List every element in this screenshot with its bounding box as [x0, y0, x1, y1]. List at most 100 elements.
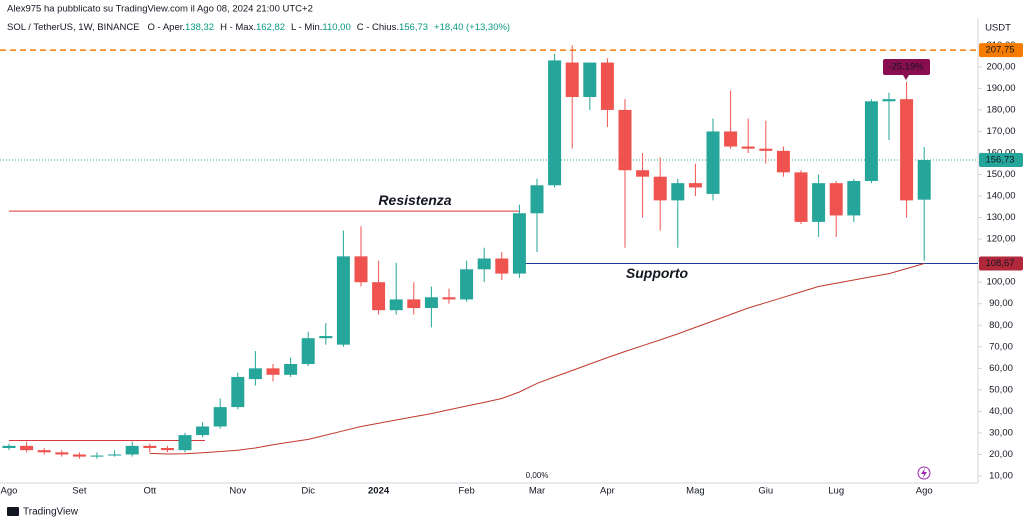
x-tick-label: Dic — [301, 486, 315, 497]
candle-body — [812, 183, 826, 222]
level-text: Resistenza — [378, 192, 451, 208]
symbol: SOL / TetherUS, 1W, BINANCE — [7, 22, 140, 33]
candle-body — [759, 148, 773, 151]
ohlc-value: 162,82 — [256, 22, 285, 33]
x-tick-label: Lug — [828, 486, 844, 497]
candle-body — [794, 172, 808, 222]
y-tick-label: 140,00 — [986, 191, 1015, 202]
ohlc-value: 110,00 — [322, 22, 350, 33]
candle-body — [512, 213, 526, 274]
candle-body — [776, 150, 790, 173]
candle-body — [583, 62, 597, 98]
candle-body — [917, 160, 931, 200]
y-tick-label: 70,00 — [989, 341, 1013, 352]
candle-body — [424, 297, 438, 309]
candle-body — [688, 183, 702, 188]
annotation: 0,00% — [526, 471, 549, 480]
ohlc-label: L - Min. — [291, 22, 322, 33]
price-label: 207,75 — [985, 45, 1014, 56]
candle-body — [618, 109, 632, 171]
x-tick-label: Ago — [1, 486, 18, 497]
symbol-line: SOL / TetherUS, 1W, BINANCE O - Aper.138,… — [7, 22, 510, 33]
candle-body — [407, 299, 421, 309]
y-tick-label: 150,00 — [986, 169, 1015, 180]
candle-body — [724, 131, 738, 147]
event-icon — [917, 466, 931, 480]
candle-body — [72, 454, 86, 457]
x-tick-label: Giu — [758, 486, 773, 497]
candle-body — [389, 299, 403, 311]
y-tick-label: 40,00 — [989, 406, 1013, 417]
candle-body — [882, 99, 896, 102]
x-tick-label: Ago — [916, 486, 933, 497]
candle-body — [266, 368, 280, 375]
footer-logo: TradingView — [7, 507, 79, 518]
candle-body — [741, 146, 755, 149]
y-tick-label: 30,00 — [989, 427, 1013, 438]
candle-body — [2, 445, 16, 449]
candle-body — [20, 445, 34, 451]
y-tick-label: 10,00 — [989, 471, 1013, 482]
candle-body — [565, 62, 579, 98]
y-tick-label: 180,00 — [986, 104, 1015, 115]
candle-body — [319, 336, 333, 339]
candle-body — [706, 131, 720, 194]
candle-body — [900, 99, 914, 201]
y-tick-label: 160,00 — [986, 148, 1015, 159]
candle-body — [847, 180, 861, 216]
currency: USDT — [985, 23, 1011, 34]
candle-body — [530, 185, 544, 214]
annotation: -25.19% — [888, 62, 924, 73]
annotation-pointer — [903, 75, 909, 80]
y-tick-label: 90,00 — [989, 298, 1013, 309]
level-text: Supporto — [626, 265, 689, 281]
moving-average — [149, 263, 925, 455]
y-tick-label: 80,00 — [989, 320, 1013, 331]
y-tick-label: 170,00 — [986, 126, 1015, 137]
ohlc-value: 156,73 — [399, 22, 428, 33]
candle-body — [196, 426, 210, 436]
y-tick-label: 130,00 — [986, 212, 1015, 223]
author-line: Alex975 ha pubblicato su TradingView.com… — [7, 4, 313, 15]
candle-body — [108, 454, 122, 456]
candle-body — [548, 60, 562, 186]
y-tick-label: 50,00 — [989, 384, 1013, 395]
candle-body — [372, 282, 386, 311]
ohlc-label: H - Max. — [220, 22, 256, 33]
candle-body — [55, 452, 69, 455]
x-tick-label: Mag — [686, 486, 704, 497]
x-tick-label: Set — [72, 486, 87, 497]
ohlc-label: O - Aper. — [148, 22, 186, 33]
y-tick-label: 100,00 — [986, 277, 1015, 288]
candle-body — [125, 445, 139, 455]
candle-body — [442, 297, 456, 300]
candle-body — [284, 364, 298, 375]
candle-body — [460, 269, 474, 300]
y-tick-label: 60,00 — [989, 363, 1013, 374]
x-tick-label: Apr — [600, 486, 615, 497]
price-label-bg — [979, 153, 1023, 168]
candle-body — [864, 101, 878, 181]
candle-body — [653, 176, 667, 201]
candle-body — [178, 435, 192, 451]
candle-body — [495, 258, 509, 274]
y-tick-label: 190,00 — [986, 83, 1015, 94]
candle-body — [248, 368, 262, 380]
brand: TradingView — [23, 507, 79, 518]
x-tick-label: Feb — [458, 486, 474, 497]
candle-body — [354, 256, 368, 283]
candle-body — [231, 376, 245, 408]
x-tick-label: Nov — [229, 486, 246, 497]
ohlc-label: C - Chius. — [357, 22, 399, 33]
candle-body — [160, 448, 174, 451]
candle-body — [636, 170, 650, 177]
price-label: 108,67 — [985, 258, 1014, 269]
candle-body — [477, 258, 491, 270]
x-tick-label: Ott — [143, 486, 156, 497]
change: +18,40 (+13,30%) — [434, 22, 510, 33]
y-tick-label: 200,00 — [986, 61, 1015, 72]
candle-body — [829, 183, 843, 216]
price-label-bg — [979, 256, 1023, 271]
